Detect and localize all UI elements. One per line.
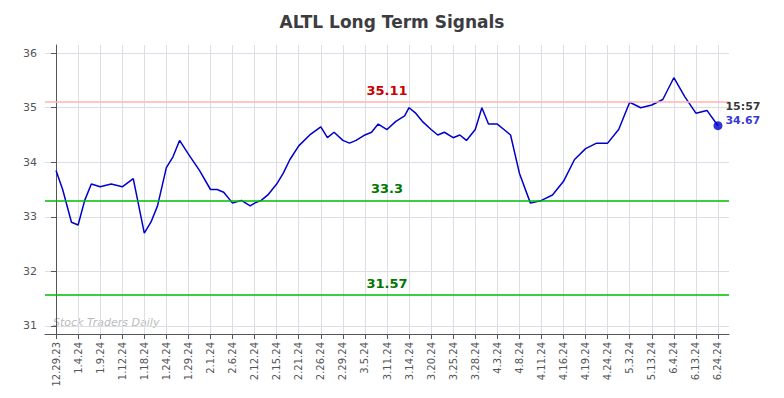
svg-text:1.18.24: 1.18.24: [139, 342, 150, 380]
svg-text:ALTL Long Term Signals: ALTL Long Term Signals: [280, 12, 505, 32]
svg-text:1.24.24: 1.24.24: [161, 342, 172, 380]
svg-text:2.6.24: 2.6.24: [227, 342, 238, 374]
svg-text:5.13.24: 5.13.24: [646, 342, 657, 380]
svg-text:33: 33: [23, 210, 37, 223]
svg-text:Stock Traders Daily: Stock Traders Daily: [53, 316, 160, 329]
svg-text:4.3.24: 4.3.24: [492, 342, 503, 374]
svg-text:33.3: 33.3: [371, 181, 403, 196]
svg-text:31.57: 31.57: [366, 276, 407, 291]
svg-text:2.21.24: 2.21.24: [293, 342, 304, 380]
svg-text:3.28.24: 3.28.24: [470, 342, 481, 380]
svg-text:3.14.24: 3.14.24: [404, 342, 415, 380]
svg-text:5.3.24: 5.3.24: [624, 342, 635, 374]
svg-text:2.1.24: 2.1.24: [205, 342, 216, 374]
svg-text:32: 32: [23, 265, 37, 278]
svg-text:1.9.24: 1.9.24: [95, 342, 106, 374]
svg-text:4.24.24: 4.24.24: [602, 342, 613, 380]
svg-text:3.11.24: 3.11.24: [382, 342, 393, 380]
svg-text:35.11: 35.11: [366, 83, 407, 98]
svg-text:34.67: 34.67: [725, 114, 760, 127]
svg-text:3.20.24: 3.20.24: [426, 342, 437, 380]
svg-text:2.26.24: 2.26.24: [315, 342, 326, 380]
svg-text:4.11.24: 4.11.24: [536, 342, 547, 380]
svg-text:3.25.24: 3.25.24: [448, 342, 459, 380]
svg-text:15:57: 15:57: [725, 100, 760, 113]
svg-text:1.12.24: 1.12.24: [117, 342, 128, 380]
svg-text:6.24.24: 6.24.24: [712, 342, 723, 380]
svg-text:4.19.24: 4.19.24: [580, 342, 591, 380]
svg-text:12.29.23: 12.29.23: [51, 342, 62, 387]
svg-text:1.29.24: 1.29.24: [183, 342, 194, 380]
svg-text:4.8.24: 4.8.24: [514, 342, 525, 374]
svg-text:34: 34: [23, 156, 37, 169]
svg-text:6.13.24: 6.13.24: [690, 342, 701, 380]
svg-text:36: 36: [23, 47, 37, 60]
svg-text:4.16.24: 4.16.24: [558, 342, 569, 380]
svg-text:35: 35: [23, 101, 37, 114]
svg-text:2.15.24: 2.15.24: [271, 342, 282, 380]
svg-text:2.29.24: 2.29.24: [337, 342, 348, 380]
svg-text:3.5.24: 3.5.24: [359, 342, 370, 374]
svg-text:31: 31: [23, 319, 37, 332]
svg-text:6.4.24: 6.4.24: [668, 342, 679, 374]
svg-text:2.12.24: 2.12.24: [249, 342, 260, 380]
svg-text:1.4.24: 1.4.24: [73, 342, 84, 374]
